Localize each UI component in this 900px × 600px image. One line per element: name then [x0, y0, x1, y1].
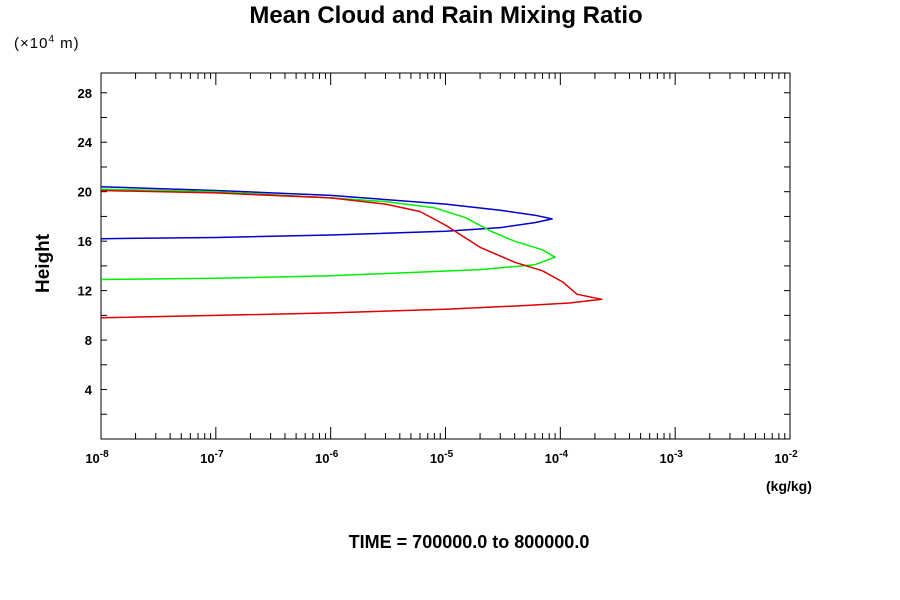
y-tick-label: 4 [85, 383, 93, 398]
y-tick-label: 20 [78, 185, 92, 200]
y-tick-label: 16 [78, 234, 92, 249]
chart-title: Mean Cloud and Rain Mixing Ratio [249, 2, 643, 29]
x-axis-unit: (kg/kg) [766, 478, 812, 494]
y-unit-suffix: m) [55, 35, 80, 52]
x-tick-label: 10-3 [659, 449, 683, 466]
series-lines [100, 186, 603, 319]
x-tick-label: 10-2 [774, 449, 798, 466]
series-line-3 [100, 189, 603, 319]
x-tick-label: 10-4 [545, 449, 569, 466]
y-unit-exponent: 4 [48, 34, 56, 45]
series-line-2 [100, 188, 556, 281]
x-tick-label: 10-5 [430, 449, 454, 466]
axis-ticks: 4 8 12 16 20 24 28 10-8 10-7 10-6 10-5 10-4 10-3 10-2 [78, 73, 798, 466]
y-axis-unit: (×104 m) [14, 34, 80, 52]
x-tick-label: 10-6 [315, 449, 339, 466]
x-tick-label: 10-7 [200, 449, 224, 466]
time-range-label: TIME = 700000.0 to 800000.0 [348, 532, 590, 552]
x-tick-label: 10-8 [85, 449, 109, 466]
plot-frame [100, 72, 791, 440]
y-tick-label: 8 [85, 333, 92, 348]
y-tick-label: 24 [78, 135, 93, 150]
y-unit-prefix: (×10 [14, 35, 49, 52]
y-tick-label: 28 [78, 86, 92, 101]
y-tick-label: 12 [78, 284, 92, 299]
series-line-1 [100, 186, 553, 240]
